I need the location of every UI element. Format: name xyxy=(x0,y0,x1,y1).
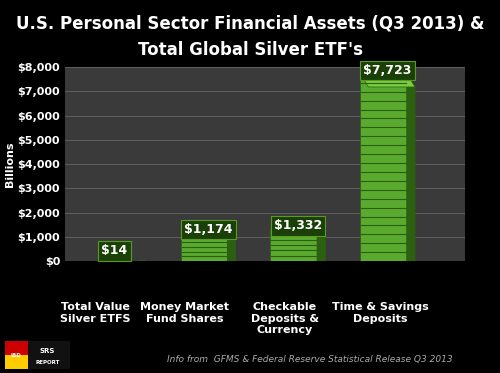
Text: $1,332: $1,332 xyxy=(274,219,322,232)
Polygon shape xyxy=(360,74,415,87)
Text: IBD: IBD xyxy=(10,353,22,358)
Polygon shape xyxy=(317,229,326,261)
Y-axis label: Billions: Billions xyxy=(4,141,15,187)
Polygon shape xyxy=(406,74,415,261)
Text: Info from  GFMS & Federal Reserve Statistical Release Q3 2013: Info from GFMS & Federal Reserve Statist… xyxy=(167,355,453,364)
Polygon shape xyxy=(228,233,235,261)
Polygon shape xyxy=(180,233,228,261)
Polygon shape xyxy=(270,229,326,231)
Text: Time & Savings
Deposits: Time & Savings Deposits xyxy=(332,302,428,324)
Text: $7,723: $7,723 xyxy=(364,64,412,77)
Text: $1,174: $1,174 xyxy=(184,223,232,236)
Polygon shape xyxy=(360,74,406,261)
Bar xyxy=(5,341,28,369)
Text: SRS: SRS xyxy=(40,348,55,354)
Polygon shape xyxy=(180,233,236,235)
Text: Checkable
Deposits &
Currency: Checkable Deposits & Currency xyxy=(251,302,319,335)
Text: $14: $14 xyxy=(101,244,128,257)
Text: Money Market
Fund Shares: Money Market Fund Shares xyxy=(140,302,230,324)
Text: REPORT: REPORT xyxy=(35,360,59,365)
Text: Total Value
Silver ETFS: Total Value Silver ETFS xyxy=(60,302,130,324)
Text: Total Global Silver ETF's: Total Global Silver ETF's xyxy=(138,41,362,59)
Polygon shape xyxy=(270,229,317,261)
Bar xyxy=(5,355,28,369)
Text: U.S. Personal Sector Financial Assets (Q3 2013) &: U.S. Personal Sector Financial Assets (Q… xyxy=(16,15,484,33)
